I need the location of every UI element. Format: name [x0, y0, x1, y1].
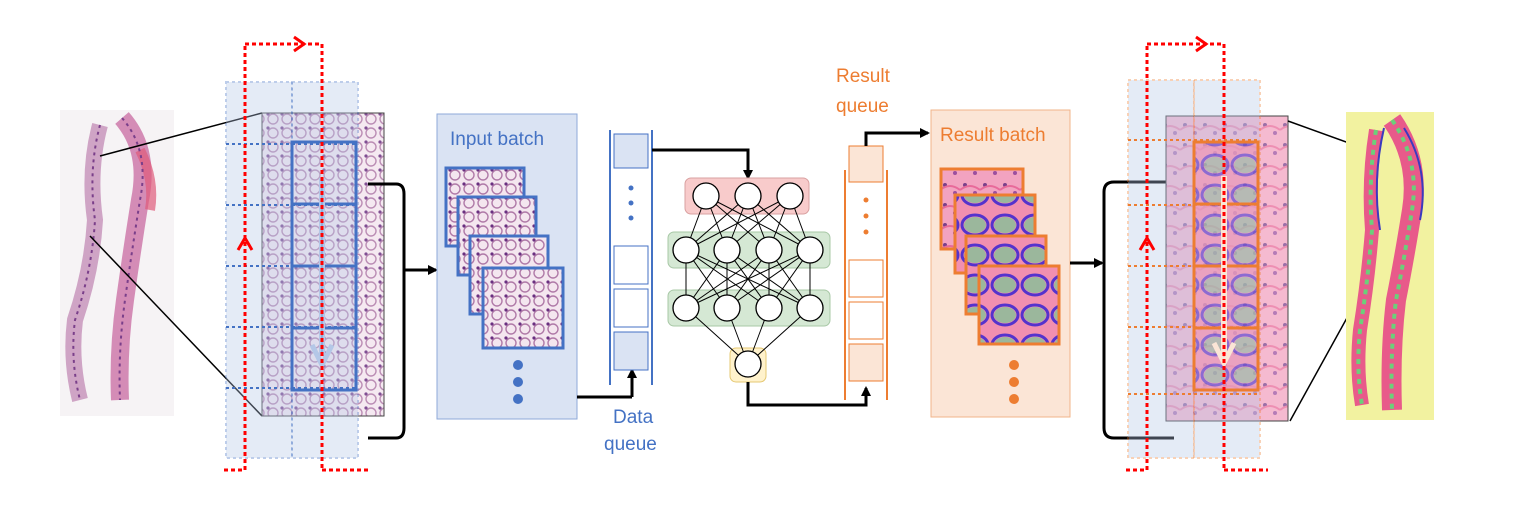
- tile-scan-arrowhead-left: [309, 343, 335, 371]
- arrow-data-queue-to-network: [652, 148, 753, 180]
- red-arrowhead-up-right: [1138, 235, 1156, 251]
- scan-column-left-right-panel: [1127, 79, 1195, 459]
- red-scan-path-left: [224, 42, 368, 472]
- result-queue: [844, 145, 888, 400]
- arrow-network-to-result-queue: [746, 382, 871, 407]
- red-arrowhead-up-left: [236, 235, 254, 251]
- neural-network: [667, 177, 831, 383]
- input-batch-ellipsis: [513, 360, 523, 404]
- red-arrowhead-right-left: [293, 35, 307, 53]
- red-arrowhead-right-right: [1195, 35, 1209, 53]
- output-segmentation-thumbnail: [1346, 112, 1434, 420]
- result-batch-tiles: [939, 167, 1061, 346]
- input-batch-tiles: [444, 166, 565, 350]
- input-batch-label: Input batch: [450, 129, 545, 150]
- zoom-line-bottom-left: [89, 235, 263, 417]
- zoom-line-top-left: [99, 112, 263, 157]
- data-queue-label-line2: queue: [604, 434, 657, 455]
- data-queue: [609, 130, 653, 385]
- result-queue-label-line2: queue: [836, 96, 889, 117]
- result-queue-label-line1: Result: [836, 66, 890, 87]
- bracket-right: [1102, 180, 1174, 440]
- red-scan-path-right: [1126, 42, 1268, 472]
- arrow-result-queue-to-result-batch: [864, 128, 930, 146]
- result-batch-ellipsis: [1009, 360, 1019, 404]
- bracket-left: [368, 182, 406, 440]
- source-slide-thumbnail: [60, 110, 174, 416]
- data-queue-label-line1: Data: [613, 407, 654, 428]
- scan-column-left: [225, 81, 293, 459]
- result-batch-label: Result batch: [940, 125, 1046, 146]
